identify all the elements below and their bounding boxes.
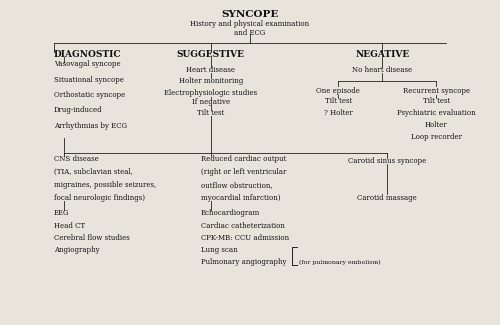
Text: (right or left ventricular: (right or left ventricular bbox=[201, 168, 286, 176]
Text: If negative: If negative bbox=[192, 98, 230, 106]
Text: Drug-induced: Drug-induced bbox=[54, 106, 102, 114]
Text: Loop recorder: Loop recorder bbox=[410, 133, 462, 141]
Text: ? Holter: ? Holter bbox=[324, 109, 352, 117]
Text: Cardiac catheterization: Cardiac catheterization bbox=[201, 222, 285, 229]
Text: Vasovagal syncope: Vasovagal syncope bbox=[54, 60, 120, 68]
Text: Electrophysiologic studies: Electrophysiologic studies bbox=[164, 89, 258, 98]
Text: History and physical examination
and ECG: History and physical examination and ECG bbox=[190, 20, 310, 37]
Text: Psychiatric evaluation: Psychiatric evaluation bbox=[397, 109, 475, 117]
Text: migraines, possible seizures,: migraines, possible seizures, bbox=[54, 181, 156, 189]
Text: Holter monitoring: Holter monitoring bbox=[178, 77, 243, 85]
Text: Tilt test: Tilt test bbox=[324, 97, 352, 105]
Text: No heart disease: No heart disease bbox=[352, 66, 412, 74]
Text: CPK-MB: CCU admission: CPK-MB: CCU admission bbox=[201, 234, 289, 242]
Text: SYNCOPE: SYNCOPE bbox=[222, 10, 278, 19]
Text: Echocardiogram: Echocardiogram bbox=[201, 209, 260, 217]
Text: Tilt test: Tilt test bbox=[197, 109, 224, 117]
Text: Orthostatic syncope: Orthostatic syncope bbox=[54, 91, 125, 99]
Text: One episode: One episode bbox=[316, 87, 360, 95]
Text: Pulmonary angiography: Pulmonary angiography bbox=[201, 258, 286, 266]
Text: Carotid massage: Carotid massage bbox=[358, 193, 417, 202]
Text: Recurrent syncope: Recurrent syncope bbox=[402, 87, 470, 95]
Text: (for pulmonary embolism): (for pulmonary embolism) bbox=[299, 259, 380, 265]
Text: myocardial infarction): myocardial infarction) bbox=[201, 193, 280, 202]
Text: focal neurologic findings): focal neurologic findings) bbox=[54, 193, 145, 202]
Text: NEGATIVE: NEGATIVE bbox=[355, 50, 410, 59]
Text: Tilt test: Tilt test bbox=[422, 97, 450, 105]
Text: Lung scan: Lung scan bbox=[201, 246, 237, 254]
Text: CNS disease: CNS disease bbox=[54, 155, 99, 163]
Text: Head CT: Head CT bbox=[54, 222, 85, 229]
Text: Holter: Holter bbox=[425, 121, 448, 129]
Text: EEG: EEG bbox=[54, 209, 70, 217]
Text: Angiography: Angiography bbox=[54, 246, 100, 254]
Text: Arrhythmias by ECG: Arrhythmias by ECG bbox=[54, 122, 127, 130]
Text: Reduced cardiac output: Reduced cardiac output bbox=[201, 155, 286, 163]
Text: Heart disease: Heart disease bbox=[186, 66, 236, 74]
Text: outflow obstruction,: outflow obstruction, bbox=[201, 181, 272, 189]
Text: (TIA, subclavian steal,: (TIA, subclavian steal, bbox=[54, 168, 133, 176]
Text: Situational syncope: Situational syncope bbox=[54, 76, 124, 84]
Text: Carotid sinus syncope: Carotid sinus syncope bbox=[348, 157, 426, 165]
Text: Cerebral flow studies: Cerebral flow studies bbox=[54, 234, 130, 242]
Text: SUGGESTIVE: SUGGESTIVE bbox=[177, 50, 245, 59]
Text: DIAGNOSTIC: DIAGNOSTIC bbox=[54, 50, 122, 59]
